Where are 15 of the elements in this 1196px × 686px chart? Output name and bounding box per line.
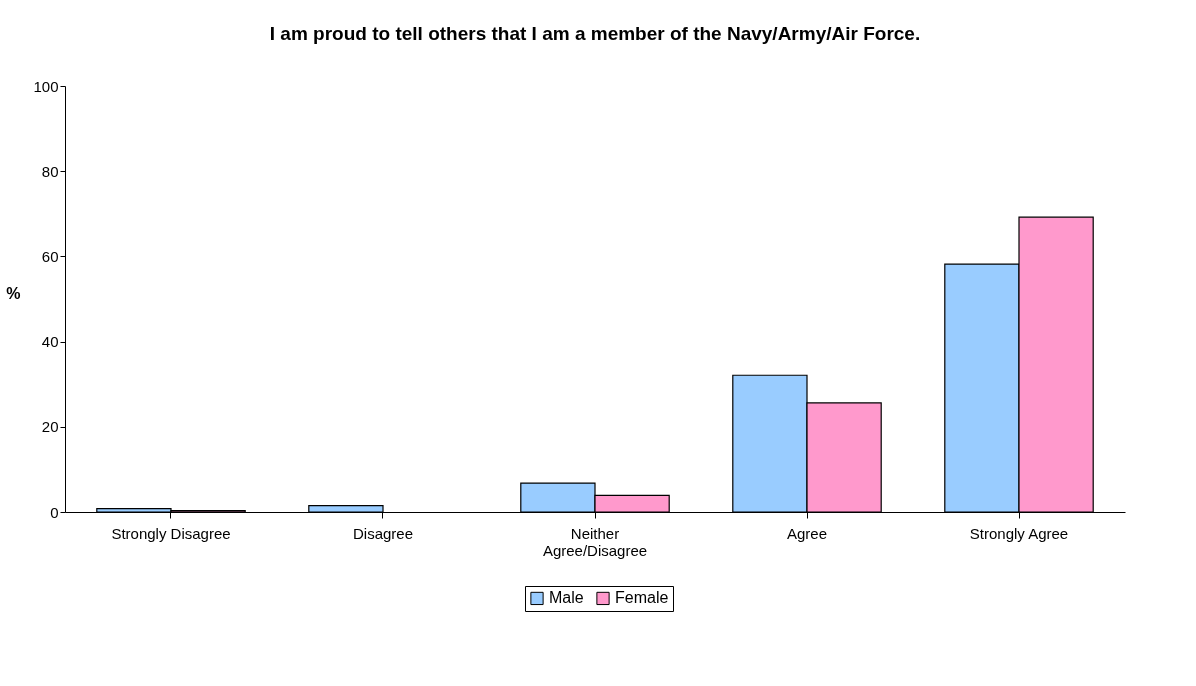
y-axis-title: % [6,284,21,302]
x-tick-label: Strongly Disagree [111,524,231,542]
legend-label: Female [615,589,669,607]
y-tick-label: 40 [41,333,59,351]
chart-title: I am proud to tell others that I am a member of the Navy/Army/Air Force. [269,23,921,44]
y-tick-label: 100 [33,77,59,95]
y-tick-label: 80 [41,162,59,180]
x-tick-label: Strongly Agree [969,524,1069,542]
x-tick-label: Disagree [352,524,414,542]
legend-label: Male [549,589,584,607]
y-tick-label: 0 [50,503,59,521]
y-tick-label: 20 [41,418,59,436]
x-tick-label: Agree [786,524,828,542]
y-tick-label: 60 [41,247,59,265]
x-tick-label: Neither Agree/Disagree [542,524,648,559]
